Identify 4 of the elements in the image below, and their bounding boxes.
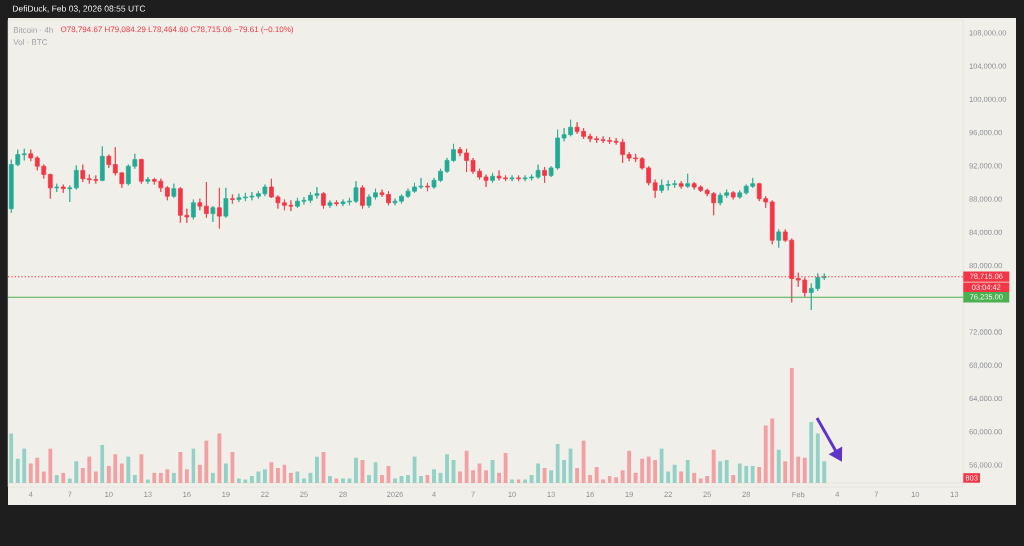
text: Bitcoin · 4h <box>13 27 53 33</box>
text: DefiDuck, Feb 03, 2026 08:55 UTC <box>12 5 146 13</box>
text: O78,794.67 H79,084.29 L78,464.60 C78,715.06 −79.61 (−0.10%) <box>60 26 294 34</box>
bar <box>9 433 14 483</box>
